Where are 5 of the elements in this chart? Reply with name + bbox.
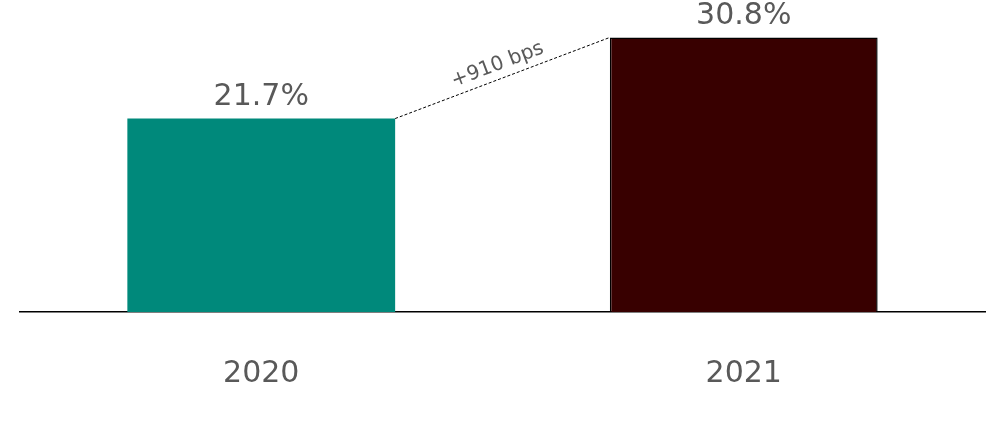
data-label: 21.7% <box>213 77 309 113</box>
annotation: +910 bps <box>447 34 547 92</box>
x-tick-label: 2020 <box>223 353 300 389</box>
data-label: 30.8% <box>696 0 792 32</box>
x-tick-label: 2021 <box>705 353 782 389</box>
